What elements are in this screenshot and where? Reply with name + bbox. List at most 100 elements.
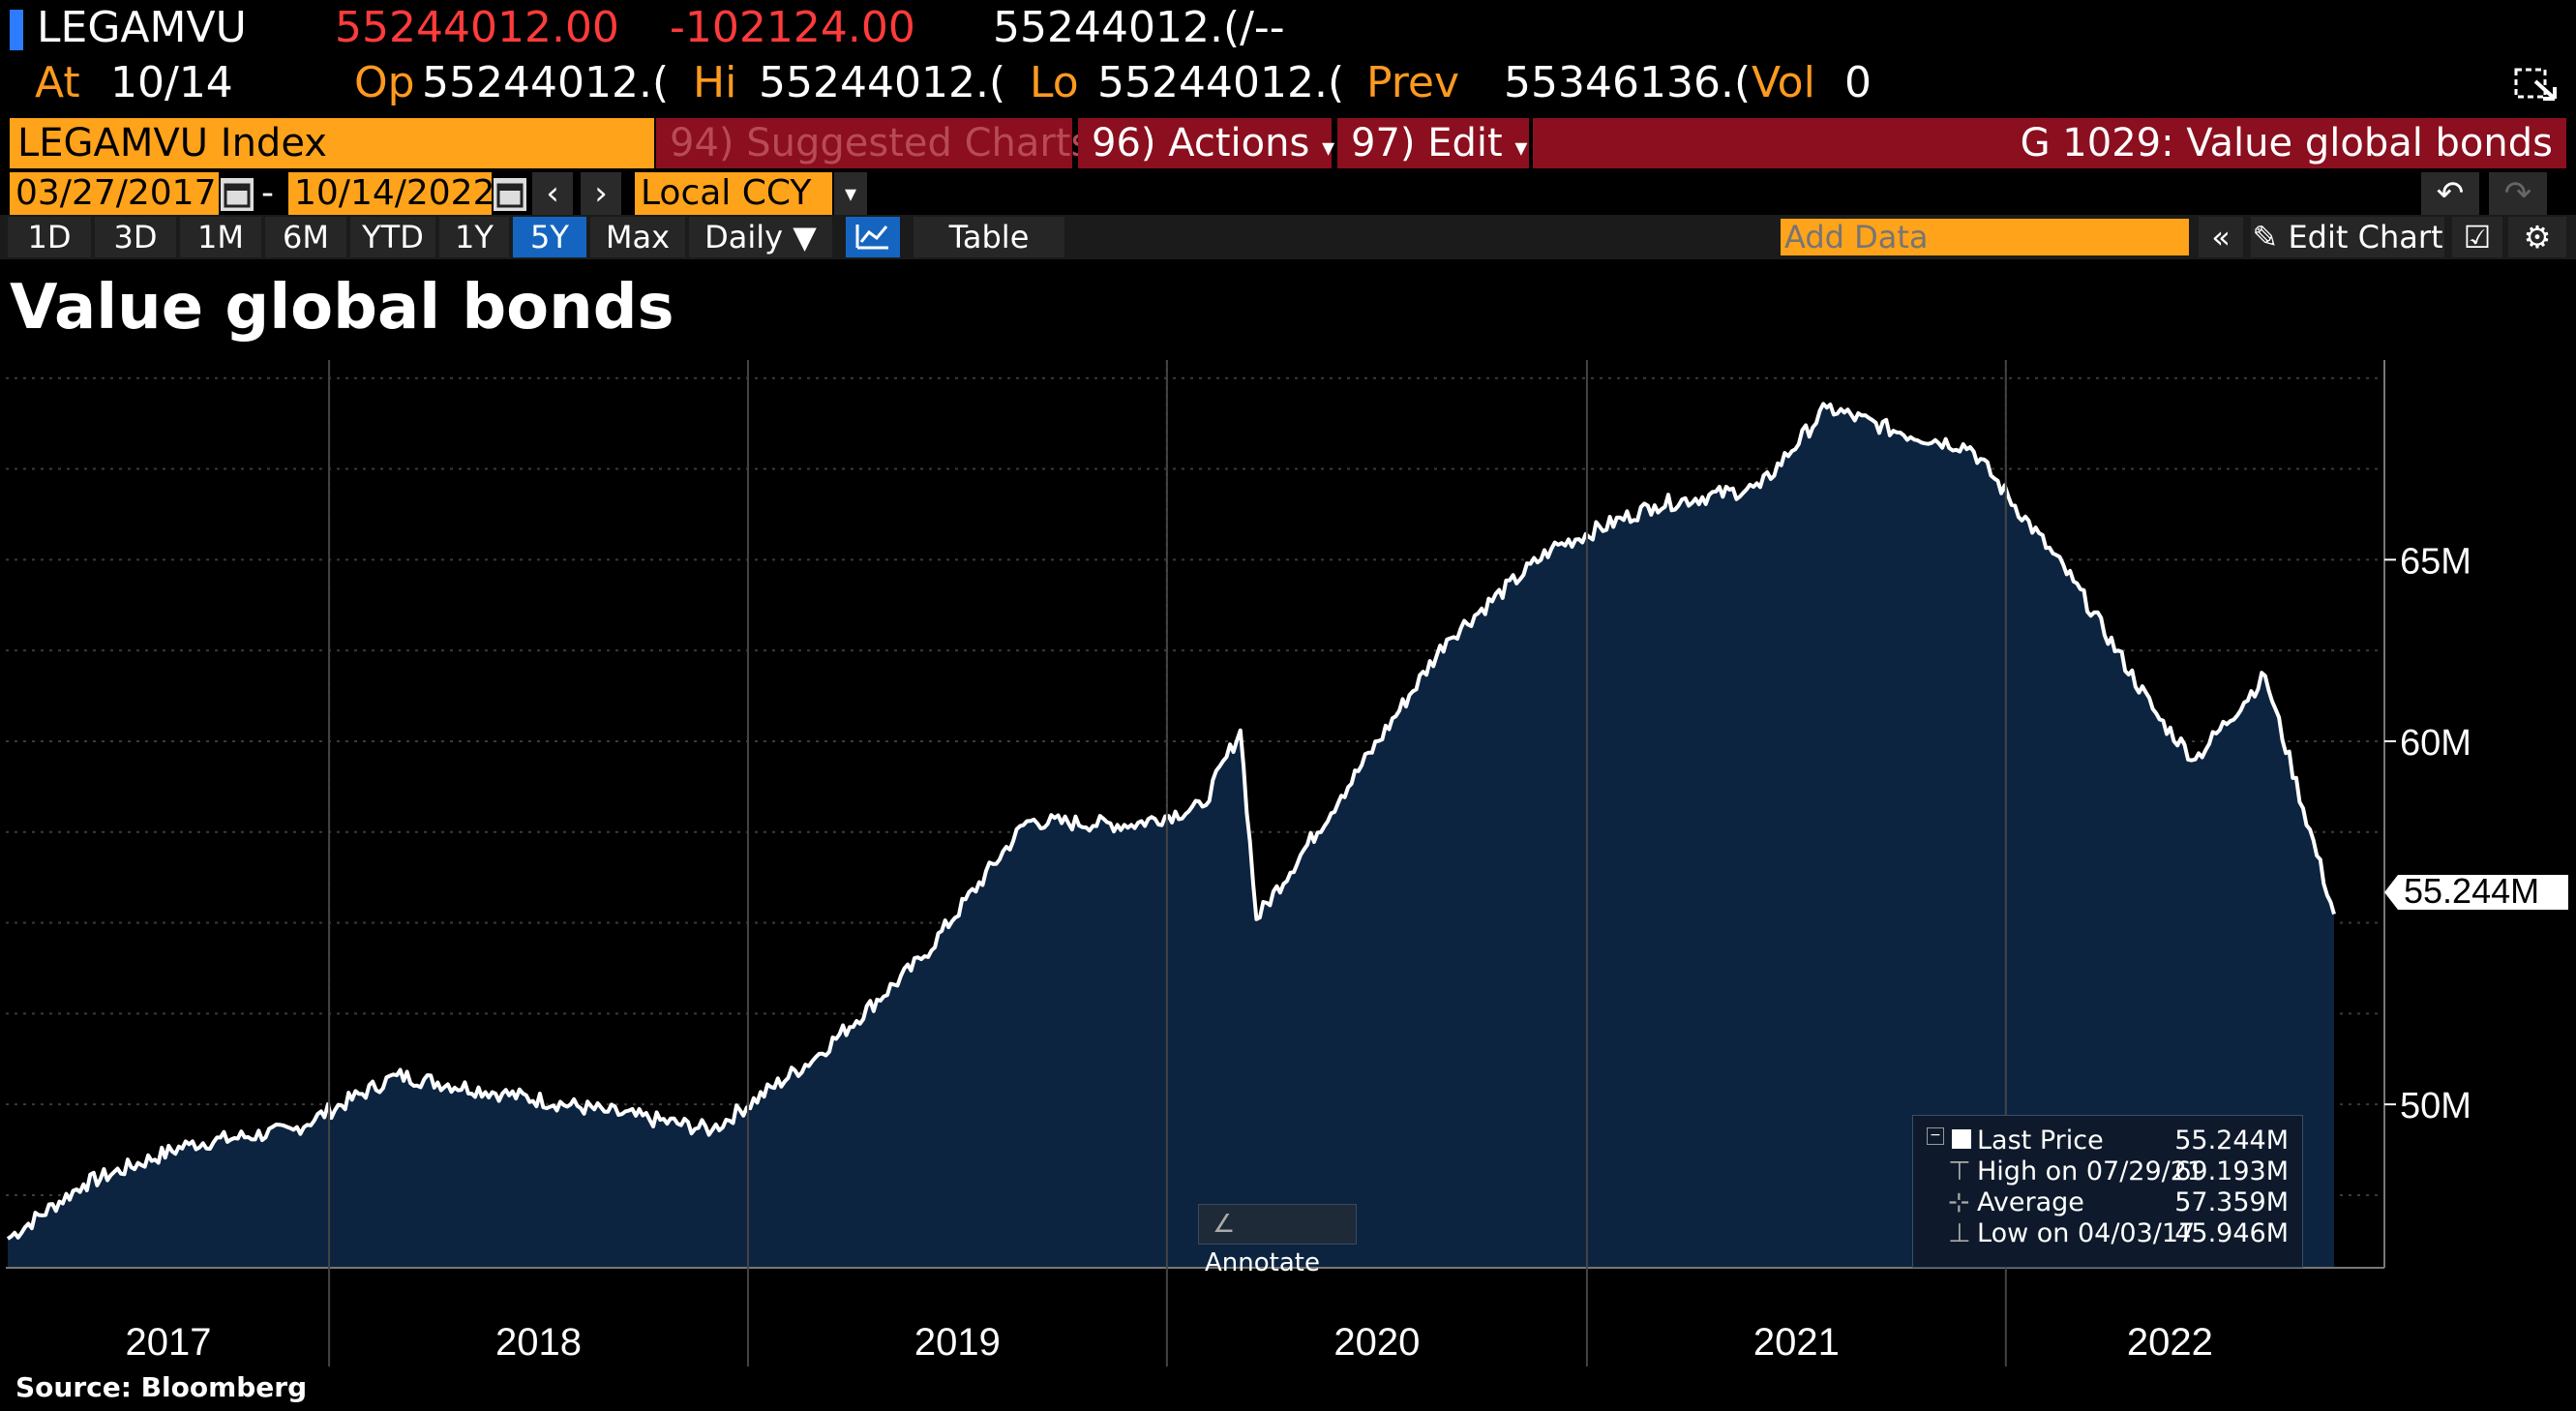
at-value: 10/14 [110, 58, 233, 107]
ticker-marker [10, 10, 23, 50]
edit-chart-label: Edit Chart [2288, 219, 2443, 255]
chevron-right-icon: › [594, 174, 608, 213]
suggested-charts-button[interactable]: 94) Suggested Charts [656, 118, 1091, 168]
quote-details: At 10/14 Op 55244012.( Hi 55244012.( Lo … [0, 56, 2576, 110]
low-value: 55244012.( [1097, 58, 1345, 107]
low-marker-icon: ⊥ [1948, 1218, 1971, 1248]
y-axis: 50M 60M 65M [2384, 541, 2471, 1126]
chevron-down-icon: ▾ [1322, 134, 1335, 163]
range-6m[interactable]: 6M [265, 217, 346, 257]
triangle-down-icon: ▼ [793, 219, 817, 255]
at-label: At [35, 58, 80, 107]
x-tick-label: 2022 [2127, 1321, 2213, 1364]
open-value: 55244012.( [422, 58, 670, 107]
low-label: Lo [1030, 58, 1079, 107]
net-change: -102124.00 [670, 3, 915, 52]
x-tick-label: 2017 [126, 1321, 212, 1364]
high-label: Hi [693, 58, 737, 107]
currency-select[interactable]: Local CCY [635, 172, 832, 215]
range-1y[interactable]: 1Y [439, 217, 509, 257]
legend-average: ⊹ Average 57.359M [1913, 1187, 2302, 1218]
x-tick-label: 2018 [495, 1321, 582, 1364]
minus-box-icon[interactable]: − [1927, 1127, 1944, 1145]
last-price-tag: 55.244M [2384, 871, 2568, 911]
price-line [6, 402, 2336, 1241]
add-data-input[interactable] [1781, 219, 2189, 255]
next-period-button[interactable]: › [581, 172, 621, 215]
average-marker-icon: ⊹ [1948, 1187, 1970, 1217]
open-label: Op [354, 58, 415, 107]
frequency-select[interactable]: Daily ▼ [689, 217, 832, 257]
vol-label: Vol [1752, 58, 1815, 107]
actions-menu[interactable]: 96) Actions ▾ [1078, 118, 1335, 168]
collapse-icon[interactable]: « [2199, 217, 2243, 257]
edit-chart-button[interactable]: ✎ Edit Chart [2251, 217, 2444, 257]
actions-label: 96) Actions [1092, 121, 1310, 165]
legend-label: High on 07/29/21 [1977, 1156, 2204, 1186]
legend-label: Last Price [1977, 1126, 2104, 1156]
y-tick-label: 65M [2400, 541, 2471, 582]
end-date-input[interactable]: 10/14/2022 [288, 172, 495, 215]
legend-label: Low on 04/03/17 [1977, 1218, 2196, 1248]
x-tick-label: 2020 [1333, 1321, 1420, 1364]
edit-label: 97) Edit [1351, 121, 1503, 165]
high-marker-icon: ⊤ [1948, 1156, 1971, 1186]
quote-header: LEGAMVU 55244012.00 -102124.00 55244012.… [0, 0, 2576, 56]
range-3d[interactable]: 3D [95, 217, 176, 257]
legend-last-price: − Last Price 55.244M [1913, 1126, 2302, 1156]
y-tick-label: 60M [2400, 723, 2471, 764]
high-value: 55244012.( [759, 58, 1006, 107]
redo-icon[interactable]: ↷ [2489, 172, 2547, 215]
legend-value: 57.359M [2174, 1187, 2289, 1217]
range-ytd[interactable]: YTD [350, 217, 435, 257]
chart-settings-icon[interactable]: ☑ [2452, 217, 2502, 257]
range-1m[interactable]: 1M [180, 217, 261, 257]
chevron-down-icon: ▾ [1514, 134, 1528, 163]
date-separator: - [261, 173, 274, 213]
security-field[interactable]: LEGAMVU Index [10, 118, 654, 168]
x-tick-label: 2021 [1753, 1321, 1840, 1364]
prev-value: 55346136.( [1504, 58, 1752, 107]
range-max[interactable]: Max [590, 217, 685, 257]
x-tick-label: 2019 [914, 1321, 1001, 1364]
chart-legend: − Last Price 55.244M ⊤ High on 07/29/21 … [1912, 1115, 2303, 1268]
pencil-icon: ✎ [2252, 219, 2289, 255]
undo-icon[interactable]: ↶ [2421, 172, 2479, 215]
table-button[interactable]: Table [914, 217, 1064, 257]
range-bar: 1D 3D 1M 6M YTD 1Y 5Y Max Daily ▼ Table … [0, 215, 2576, 259]
last-price-tag-text: 55.244M [2404, 871, 2539, 911]
function-toolbar: LEGAMVU Index 94) Suggested Charts 96) A… [0, 118, 2576, 168]
calendar-icon[interactable] [221, 178, 254, 211]
source-note: Source: Bloomberg [15, 1371, 308, 1403]
last-trade: 55244012.(/-- [993, 3, 1285, 52]
area-fill [8, 404, 2334, 1268]
chart-title: Value global bonds [10, 272, 674, 344]
series-swatch [1952, 1129, 1971, 1149]
calendar-icon[interactable] [494, 178, 526, 211]
pencil-icon: ∠ [1213, 1210, 1236, 1239]
last-price: 55244012.00 [335, 3, 619, 52]
vol-value: 0 [1844, 58, 1872, 107]
ticker-symbol[interactable]: LEGAMVU [37, 3, 247, 52]
gear-icon[interactable]: ⚙ [2508, 217, 2566, 257]
price-chart[interactable]: 50M 60M 65M 2017 2018 2019 2020 2021 2022 55.24… [0, 356, 2576, 1411]
x-axis: 2017 2018 2019 2020 2021 2022 [126, 360, 2213, 1366]
legend-value: 69.193M [2174, 1156, 2289, 1186]
prev-label: Prev [1366, 58, 1459, 107]
edit-menu[interactable]: 97) Edit ▾ [1337, 118, 1529, 168]
date-range-bar: 03/27/2017 - 10/14/2022 ‹ › Local CCY ▾ … [0, 172, 2576, 215]
range-1d[interactable]: 1D [8, 217, 91, 257]
annotate-label: Annotate [1205, 1248, 1320, 1277]
y-tick-label: 50M [2400, 1086, 2471, 1126]
line-chart-icon[interactable] [846, 217, 900, 257]
frequency-label: Daily [704, 219, 784, 255]
chevron-down-icon[interactable]: ▾ [834, 172, 867, 215]
range-5y[interactable]: 5Y [513, 217, 586, 257]
popout-icon[interactable] [2512, 62, 2561, 105]
legend-label: Average [1977, 1187, 2084, 1217]
legend-high: ⊤ High on 07/29/21 69.193M [1913, 1156, 2302, 1187]
page-title: G 1029: Value global bonds [1533, 118, 2566, 168]
start-date-input[interactable]: 03/27/2017 [10, 172, 219, 215]
annotate-button[interactable]: ∠ Annotate [1198, 1204, 1357, 1277]
prev-period-button[interactable]: ‹ [532, 172, 573, 215]
